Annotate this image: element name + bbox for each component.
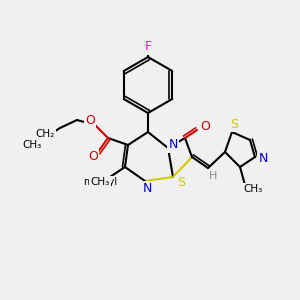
Text: CH₂: CH₂ bbox=[35, 129, 55, 139]
Text: H: H bbox=[209, 171, 217, 181]
Text: S: S bbox=[230, 118, 238, 130]
Text: methyl: methyl bbox=[83, 177, 117, 187]
Text: N: N bbox=[168, 139, 178, 152]
Text: O: O bbox=[200, 121, 210, 134]
Text: CH₃: CH₃ bbox=[22, 140, 42, 150]
Text: O: O bbox=[88, 151, 98, 164]
Text: S: S bbox=[177, 176, 185, 188]
Text: O: O bbox=[85, 113, 95, 127]
Text: F: F bbox=[144, 40, 152, 53]
Text: N: N bbox=[142, 182, 152, 196]
Text: CH₃: CH₃ bbox=[243, 184, 262, 194]
Text: N: N bbox=[258, 152, 268, 166]
Text: CH₃: CH₃ bbox=[90, 177, 110, 187]
